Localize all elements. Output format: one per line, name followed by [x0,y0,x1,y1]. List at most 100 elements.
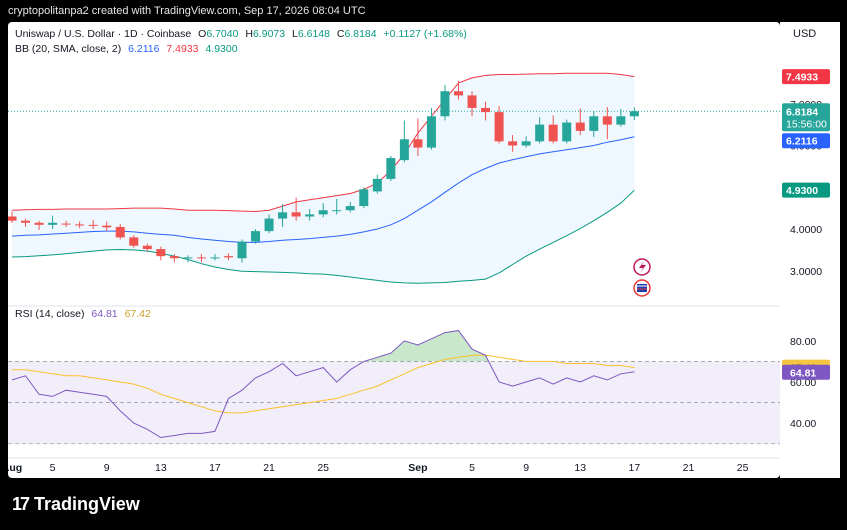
candle[interactable] [521,136,531,148]
price-badge-close-bg [782,103,830,132]
candle-body [21,220,31,223]
candle[interactable] [399,120,409,163]
bb-basis-line[interactable] [11,136,635,243]
rsi-line[interactable] [11,330,635,439]
price-badge-bb-upper-bg [782,69,830,85]
time-axis-tick: 21 [683,462,695,474]
price-badge-bb-upper: 7.4933 [786,72,818,84]
rsi-pane[interactable] [8,330,780,445]
legend-bb-upper: 7.4933 [166,43,198,55]
legend-high-label: H [245,28,253,40]
candle[interactable] [481,101,491,121]
tradingview-logo[interactable]: 17 TradingView [12,494,140,515]
candle-body [616,116,626,125]
candle[interactable] [115,224,125,240]
candle[interactable] [210,254,220,261]
candle[interactable] [426,107,436,150]
legend-symbol: Uniswap / U.S. Dollar · 1D · Coinbase [15,28,191,40]
bb-lower-line[interactable] [11,189,635,284]
candle[interactable] [88,219,98,230]
candle[interactable] [575,108,585,136]
candle[interactable] [156,246,166,261]
candle[interactable] [8,211,17,223]
event-icons[interactable] [633,258,651,297]
candle-body [562,122,572,142]
candle[interactable] [48,215,58,230]
rsi-ma-line[interactable] [12,354,635,414]
price-badge-bb-lower: 4.9300 [786,185,818,197]
price-badge-bb-basis-bg [782,133,830,149]
candle[interactable] [494,105,504,144]
candle[interactable] [372,174,382,194]
candle-body [278,212,288,219]
candle[interactable] [345,201,355,213]
candle[interactable] [278,203,288,227]
candle-body [156,249,166,257]
candle[interactable] [169,254,179,263]
bb-band-fill [12,73,635,284]
candle[interactable] [237,239,247,263]
candle[interactable] [629,107,639,121]
rsi-axis-tick: 40.00 [790,418,816,430]
candle[interactable] [305,208,315,221]
candle-body [372,178,382,192]
axes[interactable]: USD7.00006.00004.00003.00007.49336.81841… [8,28,830,474]
candle[interactable] [562,119,572,144]
candle[interactable] [589,111,599,138]
attribution-bar: cryptopolitanpa2 created with TradingVie… [0,0,847,22]
price-badge-bb-basis: 6.2116 [786,136,818,148]
rsi-badge-value-bg [782,364,830,380]
candle[interactable] [440,84,450,121]
bb-upper-line[interactable] [11,72,635,213]
candle[interactable] [129,235,139,248]
legend-low-label: L [292,28,298,40]
candle[interactable] [251,229,261,244]
candle-body [467,95,477,108]
candle[interactable] [21,218,31,227]
candle-body [34,222,44,225]
candle-body [548,124,558,142]
candle[interactable] [223,253,233,261]
candle-body [169,256,179,259]
candle-body [223,256,233,258]
candle-body [88,224,98,226]
candle[interactable] [291,197,301,221]
time-axis-tick: 13 [574,462,586,474]
candle-body [332,210,342,212]
time-axis-tick: 9 [104,462,110,474]
chart-canvas[interactable]: USD7.00006.00004.00003.00007.49336.81841… [8,22,840,478]
price-axis-background [780,22,840,478]
candle-body [291,212,301,217]
price-pane[interactable] [8,72,780,284]
candle-body [589,116,599,131]
candle[interactable] [535,117,545,144]
candle[interactable] [332,198,342,215]
candle[interactable] [467,91,477,117]
candle[interactable] [453,80,463,100]
candle[interactable] [102,221,112,232]
candle-body [426,116,436,148]
candle[interactable] [318,203,328,218]
candle[interactable] [548,115,558,144]
candle[interactable] [359,187,369,209]
candle-body [440,91,450,117]
candle[interactable] [386,155,396,181]
time-axis-tick: 25 [737,462,749,474]
candle-body [521,141,531,146]
candle[interactable] [508,135,518,152]
candle[interactable] [61,220,71,227]
candle[interactable] [264,214,274,234]
legend-close-label: C [337,28,345,40]
legend-bb-lower: 4.9300 [205,43,237,55]
candle-body [413,139,423,148]
candle[interactable] [196,254,206,263]
candle[interactable] [602,107,612,140]
candle[interactable] [34,220,44,230]
candle[interactable] [413,118,423,156]
candle-body [102,225,112,228]
candle[interactable] [183,255,193,263]
candle[interactable] [75,221,85,229]
legend-low-value: 6.6148 [298,28,330,40]
candle[interactable] [616,108,626,127]
candle[interactable] [142,243,152,252]
